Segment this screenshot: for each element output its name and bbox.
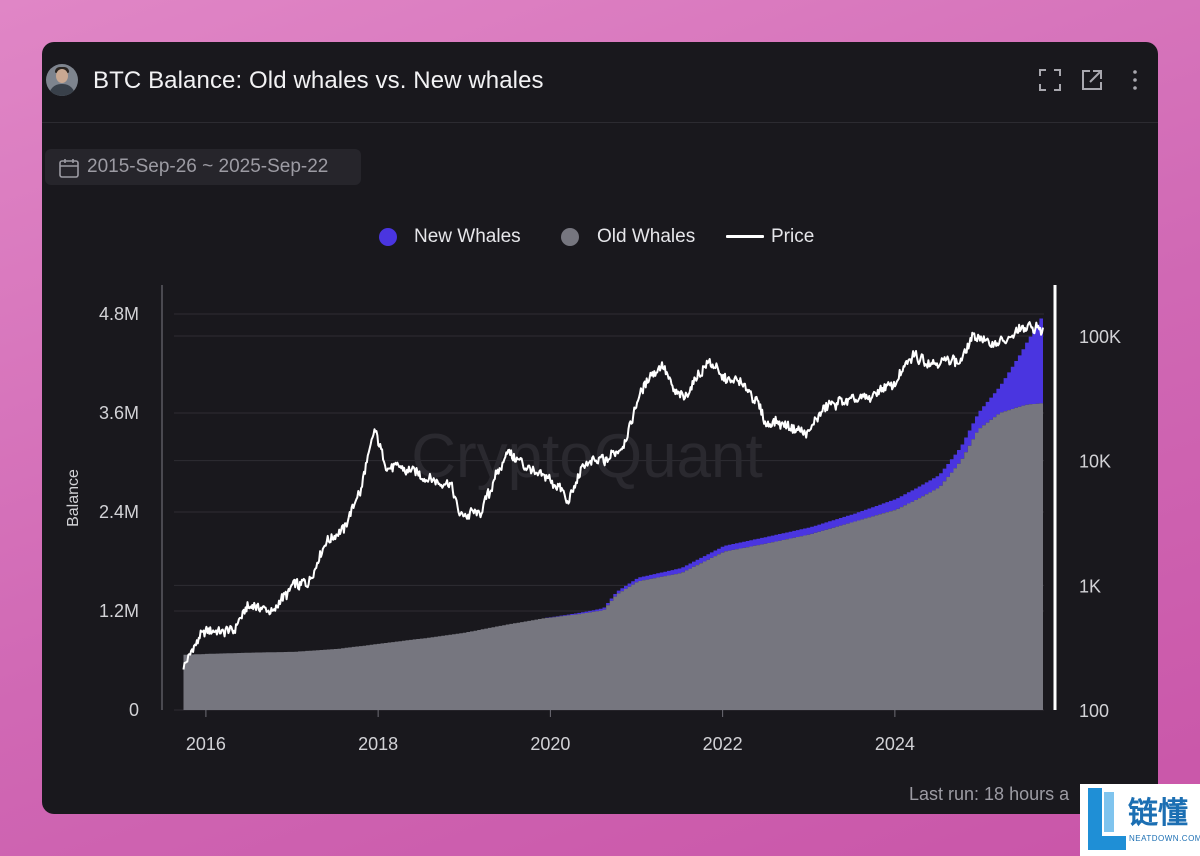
x-tick-label: 2018 [358,734,398,754]
calendar-icon [59,159,79,178]
legend-label-price: Price [771,226,815,247]
y-left-tick-label: 3.6M [99,403,139,423]
avatar-body [49,84,75,96]
y-left-tick-label: 1.2M [99,601,139,621]
legend-swatch-price [726,235,764,238]
badge-brand-sub: NEATDOWN.COM [1129,834,1200,843]
site-badge: 链懂 NEATDOWN.COM [1080,784,1200,856]
legend-swatch-old-whales [561,228,579,246]
y-left-axis-title: Balance [65,469,82,527]
x-tick-label: 2020 [530,734,570,754]
date-range-picker[interactable]: 2015-Sep-26 ~ 2025-Sep-22 [45,149,361,185]
card-header: BTC Balance: Old whales vs. New whales [42,42,1158,123]
legend-swatch-new-whales [379,228,397,246]
chart-plot: CryptoQuant 0 1.2M 2.4M 3.6M 4.8M Balance 100 1K… [65,285,1121,754]
badge-logo-bar [1088,788,1102,850]
x-tick-label: 2022 [703,734,743,754]
y-left-tick-label: 0 [129,700,139,720]
last-run-label: Last run: 18 hours a [909,784,1070,804]
old-whales-area [183,403,1043,710]
more-vertical-icon[interactable] [1122,67,1148,93]
open-external-icon[interactable] [1079,67,1105,93]
y-left-tick-label: 2.4M [99,502,139,522]
legend-label-old-whales: Old Whales [597,226,696,247]
watermark: CryptoQuant [411,422,763,491]
y-right-tick-label: 10K [1079,452,1111,472]
y-left-tick-label: 4.8M [99,304,139,324]
chart-card: BTC Balance: Old whales vs. New whales 2… [42,42,1158,814]
legend-label-new-whales: New Whales [414,226,521,247]
avatar-face [56,69,68,83]
y-right-tick-label: 100 [1079,701,1109,721]
badge-brand: 链懂 [1128,797,1188,830]
price-line [182,321,1044,670]
x-tick-label: 2024 [875,734,915,754]
chart-title: BTC Balance: Old whales vs. New whales [93,67,544,94]
fullscreen-icon[interactable] [1037,67,1063,93]
author-avatar[interactable] [46,64,78,96]
badge-logo-base [1088,836,1126,850]
y-right-tick-label: 1K [1079,576,1101,596]
y-right-tick-label: 100K [1079,327,1121,347]
x-tick-label: 2016 [186,734,226,754]
date-range-label: 2015-Sep-26 ~ 2025-Sep-22 [87,156,329,177]
badge-logo-accent [1104,792,1114,832]
